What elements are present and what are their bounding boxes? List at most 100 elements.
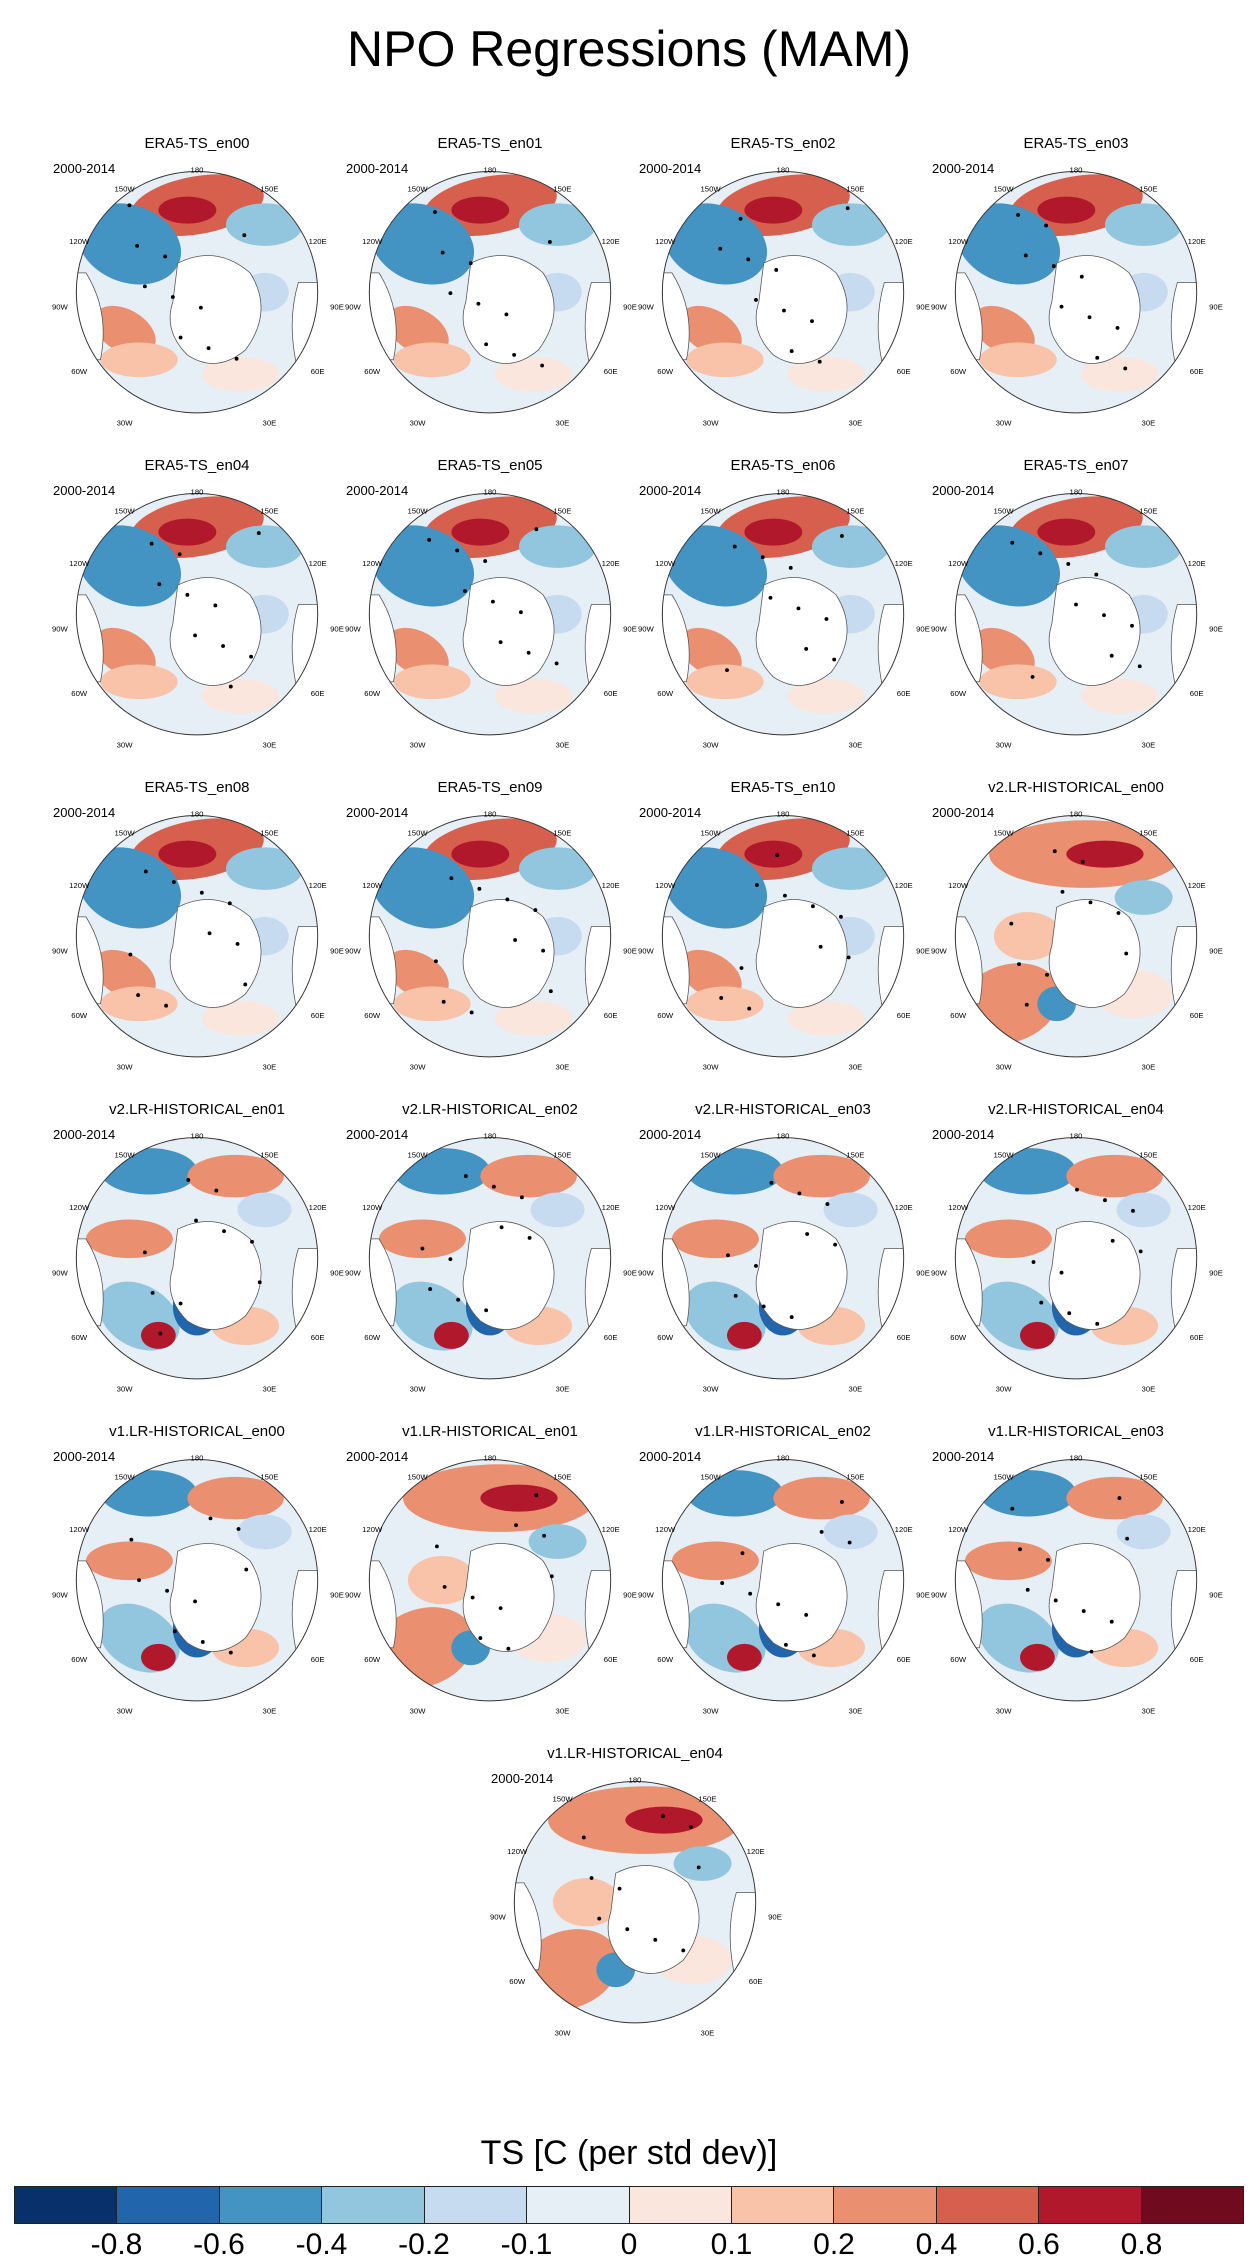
longitude-label: 60W <box>509 1977 526 1986</box>
anomaly-region <box>201 678 280 714</box>
longitude-label: 150E <box>260 507 278 516</box>
significance-dot <box>839 914 843 919</box>
longitude-label: 30W <box>410 1062 427 1071</box>
anomaly-region <box>671 1219 759 1259</box>
longitude-label: 120E <box>895 237 913 246</box>
anomaly-region <box>451 518 510 546</box>
significance-dot <box>137 1578 141 1583</box>
longitude-label: 90E <box>916 1269 930 1278</box>
significance-dot <box>433 210 437 214</box>
significance-dot <box>142 284 147 289</box>
anomaly-region <box>141 1321 176 1349</box>
significance-dot <box>783 1642 788 1647</box>
anomaly-region <box>225 847 304 890</box>
significance-dot <box>193 633 197 638</box>
longitude-label: 120E <box>602 1525 620 1534</box>
anomaly-region <box>673 1846 732 1881</box>
significance-dot <box>157 582 162 587</box>
map-border <box>954 1458 1198 1702</box>
longitude-label: 150W <box>115 185 136 194</box>
significance-dot <box>128 952 133 957</box>
longitude-label: 30W <box>703 1706 720 1715</box>
longitude-label: 120E <box>309 237 327 246</box>
significance-dot <box>1067 1311 1072 1316</box>
significance-dot <box>774 268 779 272</box>
longitude-label: 90W <box>52 625 69 634</box>
map-panel: v2.LR-HISTORICAL_en03 2000-2014 180 150E 120… <box>633 1101 933 1401</box>
significance-dot <box>207 931 212 936</box>
significance-dot <box>206 346 211 351</box>
longitude-label: 150W <box>408 1473 429 1482</box>
significance-dot <box>754 1263 758 1268</box>
longitude-label: 30E <box>849 740 863 749</box>
anomaly-region <box>393 986 471 1022</box>
map-panel: v1.LR-HISTORICAL_en03 2000-2014 180 150E 120… <box>926 1423 1226 1723</box>
significance-dot <box>661 1814 665 1819</box>
anomaly-region <box>158 196 217 224</box>
longitude-label: 30E <box>1142 740 1156 749</box>
anomaly-region <box>77 525 182 607</box>
map-panel: v1.LR-HISTORICAL_en00 2000-2014 180 150E 120… <box>47 1423 347 1723</box>
land-mask <box>607 1865 700 1974</box>
anomaly-region <box>378 1219 466 1259</box>
significance-dot <box>782 308 786 313</box>
anomaly-region <box>393 342 471 378</box>
anomaly-region <box>451 840 510 868</box>
anomaly-region <box>518 525 597 568</box>
longitude-label: 120E <box>602 559 620 568</box>
longitude-label: 30W <box>410 1384 427 1393</box>
longitude-label: 60E <box>749 1977 763 1986</box>
longitude-label: 120W <box>948 559 969 568</box>
longitude-label: 150W <box>994 829 1015 838</box>
panel-title: v2.LR-HISTORICAL_en04 <box>988 1101 1164 1118</box>
longitude-label: 30W <box>117 418 134 427</box>
colorbar-swatch <box>117 2187 220 2223</box>
significance-dot <box>761 1304 766 1309</box>
longitude-label: 150E <box>1139 1151 1157 1160</box>
land-mask <box>755 255 848 364</box>
significance-dot <box>1102 613 1106 618</box>
significance-dot <box>732 544 737 549</box>
anomaly-region <box>494 1000 573 1036</box>
longitude-label: 30E <box>849 1706 863 1715</box>
significance-dot <box>1080 859 1085 864</box>
polar-map: 180150E120E90E60E30E030W60W90W120W150W <box>52 1453 344 1715</box>
significance-dot <box>127 203 132 208</box>
longitude-label: 150E <box>553 1151 571 1160</box>
significance-dot <box>222 1229 226 1234</box>
significance-dot <box>769 1180 774 1185</box>
longitude-label: 150W <box>408 507 429 516</box>
polar-map: 180150E120E90E60E30E030W60W90W120W150W <box>490 1775 782 2037</box>
significance-dot <box>811 1653 816 1658</box>
significance-dot <box>740 1551 745 1556</box>
map-panel: v1.LR-HISTORICAL_en01 2000-2014 180 150E 120… <box>340 1423 640 1723</box>
significance-dot <box>1079 274 1084 279</box>
significance-dot <box>811 904 815 909</box>
colorbar-tick-label: 0.2 <box>813 2228 855 2261</box>
anomaly-region <box>225 525 304 568</box>
longitude-label: 90W <box>931 303 948 312</box>
significance-dot <box>1023 253 1028 258</box>
longitude-label: 180 <box>1070 1131 1083 1140</box>
significance-dot <box>839 534 844 538</box>
longitude-label: 60W <box>71 689 88 698</box>
significance-dot <box>499 1225 504 1230</box>
longitude-label: 60W <box>657 1333 674 1342</box>
significance-dot <box>256 531 261 535</box>
significance-dot <box>805 1232 810 1236</box>
significance-dot <box>804 647 809 651</box>
significance-dot <box>455 548 460 553</box>
anomaly-region <box>85 1541 173 1581</box>
longitude-label: 60E <box>1190 1333 1204 1342</box>
longitude-label: 120W <box>69 1203 90 1212</box>
longitude-label: 60W <box>364 1333 381 1342</box>
colorbar-swatch <box>1141 2187 1244 2223</box>
polar-map: 180150E120E90E60E30E030W60W90W120W150W <box>345 165 637 427</box>
longitude-label: 30W <box>410 1706 427 1715</box>
land-mask <box>755 899 848 1008</box>
longitude-label: 30E <box>263 418 277 427</box>
anomaly-region <box>518 847 597 890</box>
longitude-label: 60W <box>71 1333 88 1342</box>
anomaly-region <box>451 196 510 224</box>
longitude-label: 180 <box>484 165 497 174</box>
